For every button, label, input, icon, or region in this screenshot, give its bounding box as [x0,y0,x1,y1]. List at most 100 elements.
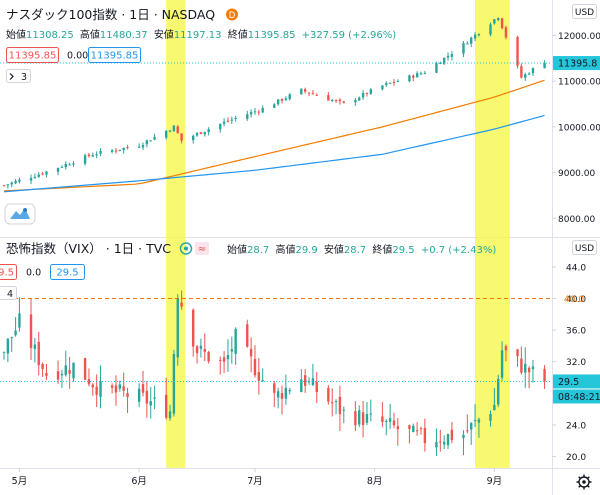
candle [527,366,531,389]
candle [122,147,125,154]
candle [37,172,40,178]
candle [226,117,230,123]
candle [172,125,176,132]
candle [56,360,60,384]
candle [311,90,315,95]
candle [527,72,531,76]
candle [408,424,411,444]
candle [91,152,95,158]
candle [469,422,473,445]
candle [257,357,261,395]
time-tick-label: 8月 [367,476,383,487]
candle [381,85,384,91]
candle [83,357,87,381]
candle [330,388,334,417]
candle [114,147,118,154]
candle [257,109,261,116]
candle [520,346,523,375]
compare-eye-icon[interactable] [179,242,193,255]
candle [72,362,75,382]
candle [56,167,60,176]
svg-text:USD: USD [575,244,594,254]
reference-line-label: 40.0 [564,295,584,305]
candle [99,365,102,409]
candle [276,99,280,106]
nasdaq-title[interactable]: ナスダック100指数 · 1日 · NASDAQ [6,7,215,22]
candle [477,33,481,37]
candle [442,435,446,450]
candle [446,52,450,61]
candle [191,308,195,357]
candle [60,165,64,168]
vix-price-tick-label: 24.0 [566,421,586,431]
highlight-band-2 [475,0,510,468]
candle [222,351,226,374]
vix-sell-box[interactable] [0,264,17,280]
gear-icon[interactable] [576,474,592,490]
candle [219,356,222,375]
candle [253,345,257,378]
candle [176,125,179,134]
candle [354,401,357,432]
chevron-right-icon [9,73,14,80]
candle [385,81,388,87]
candle [110,149,114,154]
candle [280,385,284,415]
candle [365,402,369,426]
vix-currency-label[interactable]: USD [572,240,597,255]
candle [172,349,176,417]
candle [462,430,465,456]
candle [203,131,206,137]
sell-price-box[interactable] [6,47,59,63]
candle [2,184,6,187]
candle [195,345,199,364]
candle [307,92,311,97]
candle [137,383,141,408]
candle [222,118,226,127]
vix-buy-price: 29.5 [56,268,78,279]
candle [207,127,210,136]
candle [369,88,373,95]
candle [388,403,392,430]
candle [516,35,519,69]
candle [334,99,338,103]
indicator-toggle[interactable] [6,69,31,83]
candle [164,377,168,420]
wave-icon[interactable] [195,242,209,255]
buy-price: 11395.85 [91,51,139,62]
candle [412,423,415,433]
buy-price-box[interactable] [88,47,141,63]
candle [37,331,40,376]
candle [234,327,237,365]
vix-buy-box[interactable] [50,264,85,280]
vix-indicator-toggle[interactable] [0,286,17,300]
vix-price-tick-label: 36.0 [566,327,586,337]
vix-pane[interactable] [0,290,552,456]
candle [408,74,411,83]
candle [180,133,183,144]
vix-last-price-tag: 29.5 [553,374,600,389]
candle [68,357,71,389]
candle [415,422,419,436]
candle [273,103,276,108]
candle [473,404,477,428]
nasdaq-pane[interactable] [0,17,552,193]
tradingview-logo-icon[interactable] [4,203,36,225]
candle [489,22,492,37]
currency-label[interactable]: USD [572,4,597,19]
candle [153,385,156,410]
candle [122,372,125,397]
candle [300,88,303,95]
candle [412,74,415,82]
candle [261,105,264,114]
price-tick-label: 12000.00 [558,32,600,42]
vix-title[interactable]: 恐怖指数（VIX） · 1日 · TVC [6,241,171,256]
candle [419,426,423,435]
candle [330,98,334,102]
candle [168,404,172,421]
candle [118,149,122,152]
time-tick-label: 7月 [247,476,263,487]
candle [118,380,122,392]
svg-text:USD: USD [575,8,594,18]
